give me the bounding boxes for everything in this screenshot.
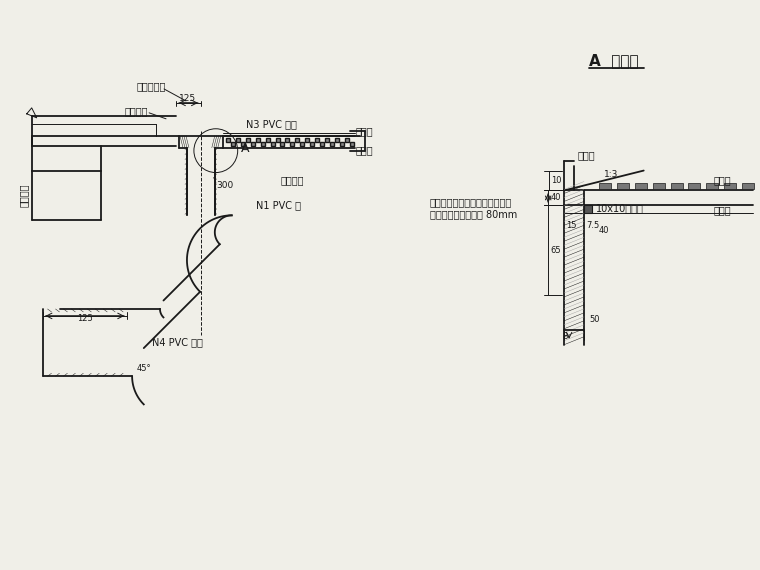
Bar [689,182,701,189]
Text: 15: 15 [566,221,577,230]
Bar [617,182,629,189]
Text: 进行封边处理，高度 80mm: 进行封边处理，高度 80mm [429,209,517,219]
Text: 65: 65 [550,246,561,255]
Text: 10: 10 [551,176,562,185]
Text: A  示意图: A 示意图 [589,54,638,68]
Bar [724,182,736,189]
Text: 125: 125 [77,315,93,323]
Text: N1 PVC 管: N1 PVC 管 [255,201,301,210]
Text: 8: 8 [562,332,568,341]
Text: 预制形体: 预制形体 [280,176,304,185]
Bar [670,182,682,189]
Text: 45°: 45° [137,364,152,373]
Text: 保护层: 保护层 [355,126,372,136]
Text: 防水层: 防水层 [714,205,731,215]
Text: 50: 50 [589,315,600,324]
Text: 1:3: 1:3 [604,170,619,179]
Text: N4 PVC 弯头: N4 PVC 弯头 [152,337,203,348]
Text: 300: 300 [216,181,233,190]
Text: 防水涂料: 防水涂料 [125,106,148,116]
Bar [635,182,647,189]
Text: 保护层: 保护层 [714,176,731,185]
Text: A: A [241,142,249,155]
Bar [706,182,718,189]
Text: 见梁防噪墙: 见梁防噪墙 [137,81,166,91]
Bar [653,182,664,189]
Bar [743,182,754,189]
Text: 用聚氮酯防水涂料贴卷材料加层: 用聚氮酯防水涂料贴卷材料加层 [429,197,512,207]
Text: 预制部分: 预制部分 [19,184,29,207]
Text: 防水层: 防水层 [355,146,372,156]
Text: N3 PVC 管盖: N3 PVC 管盖 [245,119,296,129]
Text: 7.5: 7.5 [586,221,599,230]
Text: 10x10橡胵胶: 10x10橡胵胶 [596,203,644,213]
Bar [584,205,592,213]
Text: 挖水坤: 挖水坤 [577,150,594,161]
Text: 40: 40 [599,226,610,235]
Text: 40: 40 [550,193,561,202]
Bar [599,182,611,189]
Text: 125: 125 [179,95,197,103]
